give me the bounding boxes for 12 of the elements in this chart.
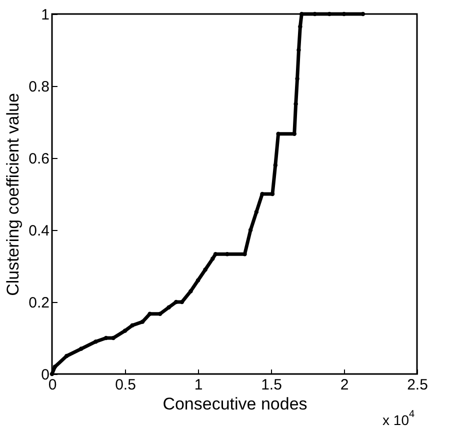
x-tick-label: 1 bbox=[194, 376, 203, 394]
y-tick-label: 0.4 bbox=[28, 222, 50, 240]
y-tick-label: 0.8 bbox=[28, 78, 50, 96]
x-tick-label: 1.5 bbox=[261, 376, 282, 394]
x-tick-label: 0.5 bbox=[115, 376, 136, 394]
x-tick-label: 2.5 bbox=[407, 376, 428, 394]
x-axis-title: Consecutive nodes bbox=[162, 394, 308, 414]
y-tick-label: 0.2 bbox=[28, 294, 50, 312]
y-axis-title: Clustering coefficient value bbox=[4, 93, 23, 296]
y-tick-label: 0.6 bbox=[28, 150, 50, 168]
x-tick-label: 2 bbox=[340, 376, 349, 394]
y-tick-label: 1 bbox=[41, 6, 50, 24]
